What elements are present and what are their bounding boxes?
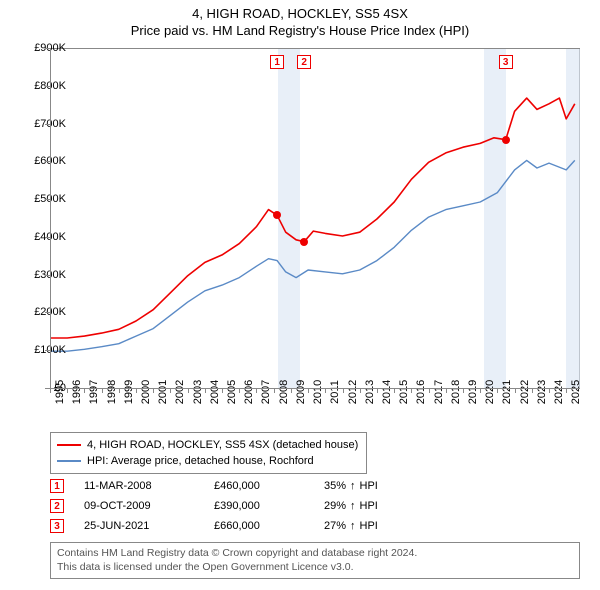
y-axis-line xyxy=(50,48,51,388)
x-tick-label: 2007 xyxy=(260,380,272,404)
chart-plot-area: 12 3 xyxy=(50,48,580,388)
sale-delta-pct: 35% xyxy=(324,480,346,492)
sale-date: 25-JUN-2021 xyxy=(84,520,214,532)
x-tick-label: 2009 xyxy=(295,380,307,404)
sale-marker-on-chart: 3 xyxy=(499,55,513,69)
legend-swatch xyxy=(57,444,81,446)
chart-lines-svg xyxy=(50,49,580,389)
y-tick-label: £300K xyxy=(22,269,66,281)
x-axis-line xyxy=(50,388,580,389)
x-tick-label: 2006 xyxy=(243,380,255,404)
footnote-box: Contains HM Land Registry data © Crown c… xyxy=(50,542,580,579)
x-tick-label: 2019 xyxy=(467,380,479,404)
table-row: 2 09-OCT-2009 £390,000 29% ↑ HPI xyxy=(50,496,444,516)
x-tick-label: 2010 xyxy=(312,380,324,404)
chart-title-subtitle: Price paid vs. HM Land Registry's House … xyxy=(0,23,600,38)
x-tick-label: 2021 xyxy=(501,380,513,404)
sale-delta-tag: HPI xyxy=(360,500,378,512)
arrow-up-icon: ↑ xyxy=(350,480,356,492)
sale-price: £460,000 xyxy=(214,480,324,492)
table-row: 3 25-JUN-2021 £660,000 27% ↑ HPI xyxy=(50,516,444,536)
sale-delta-tag: HPI xyxy=(360,520,378,532)
sale-marker-on-chart: 1 xyxy=(270,55,284,69)
y-tick-label: £500K xyxy=(22,193,66,205)
x-tick-label: 1995 xyxy=(54,380,66,404)
x-tick-label: 2018 xyxy=(450,380,462,404)
sale-delta: 35% ↑ HPI xyxy=(324,480,444,492)
x-tick-label: 2008 xyxy=(278,380,290,404)
x-tick-label: 2003 xyxy=(192,380,204,404)
x-tick-label: 2011 xyxy=(329,380,341,404)
x-tick-label: 2022 xyxy=(519,380,531,404)
y-tick-label: £100K xyxy=(22,344,66,356)
x-tick-label: 2017 xyxy=(433,380,445,404)
sale-marker-icon: 2 xyxy=(50,499,64,513)
sale-date: 11-MAR-2008 xyxy=(84,480,214,492)
x-tick-label: 2005 xyxy=(226,380,238,404)
x-tick-label: 2023 xyxy=(536,380,548,404)
legend-swatch xyxy=(57,460,81,462)
sale-dot xyxy=(502,136,510,144)
x-tick-label: 2020 xyxy=(484,380,496,404)
x-tick-label: 2014 xyxy=(381,380,393,404)
sale-delta: 29% ↑ HPI xyxy=(324,500,444,512)
y-tick-label: £800K xyxy=(22,80,66,92)
legend-box: 4, HIGH ROAD, HOCKLEY, SS5 4SX (detached… xyxy=(50,432,367,474)
sale-delta-pct: 29% xyxy=(324,500,346,512)
x-tick-label: 1999 xyxy=(123,380,135,404)
x-tick-label: 2015 xyxy=(398,380,410,404)
title-block: 4, HIGH ROAD, HOCKLEY, SS5 4SX Price pai… xyxy=(0,0,600,38)
x-tick-label: 2004 xyxy=(209,380,221,404)
chart-title-address: 4, HIGH ROAD, HOCKLEY, SS5 4SX xyxy=(0,6,600,21)
sale-delta: 27% ↑ HPI xyxy=(324,520,444,532)
x-tick-label: 1996 xyxy=(71,380,83,404)
chart-container: 4, HIGH ROAD, HOCKLEY, SS5 4SX Price pai… xyxy=(0,0,600,590)
series-line xyxy=(50,98,575,338)
sale-marker-on-chart: 2 xyxy=(297,55,311,69)
legend-item: 4, HIGH ROAD, HOCKLEY, SS5 4SX (detached… xyxy=(57,437,358,453)
footnote-line: This data is licensed under the Open Gov… xyxy=(57,561,573,575)
series-line xyxy=(50,160,575,351)
sale-delta-tag: HPI xyxy=(360,480,378,492)
sale-marker-icon: 3 xyxy=(50,519,64,533)
legend-label: 4, HIGH ROAD, HOCKLEY, SS5 4SX (detached… xyxy=(87,439,358,451)
x-tick-label: 2013 xyxy=(364,380,376,404)
arrow-up-icon: ↑ xyxy=(350,520,356,532)
legend-label: HPI: Average price, detached house, Roch… xyxy=(87,455,314,467)
sale-price: £390,000 xyxy=(214,500,324,512)
x-tick-label: 2001 xyxy=(157,380,169,404)
y-tick-label: £700K xyxy=(22,118,66,130)
x-tick-label: 1997 xyxy=(88,380,100,404)
y-tick-label: £600K xyxy=(22,155,66,167)
table-row: 1 11-MAR-2008 £460,000 35% ↑ HPI xyxy=(50,476,444,496)
x-tick-label: 2012 xyxy=(347,380,359,404)
legend-item: HPI: Average price, detached house, Roch… xyxy=(57,453,358,469)
y-tick-label: £200K xyxy=(22,306,66,318)
arrow-up-icon: ↑ xyxy=(350,500,356,512)
sale-delta-pct: 27% xyxy=(324,520,346,532)
y-tick-label: £400K xyxy=(22,231,66,243)
y-tick-label: £900K xyxy=(22,42,66,54)
footnote-line: Contains HM Land Registry data © Crown c… xyxy=(57,547,573,561)
x-tick-label: 2002 xyxy=(174,380,186,404)
x-tick-label: 1998 xyxy=(106,380,118,404)
x-tick-label: 2016 xyxy=(415,380,427,404)
sale-dot xyxy=(300,238,308,246)
sale-date: 09-OCT-2009 xyxy=(84,500,214,512)
x-tick-label: 2025 xyxy=(570,380,582,404)
sale-dot xyxy=(273,211,281,219)
sales-table: 1 11-MAR-2008 £460,000 35% ↑ HPI 2 09-OC… xyxy=(50,476,444,536)
sale-marker-icon: 1 xyxy=(50,479,64,493)
x-tick-label: 2024 xyxy=(553,380,565,404)
x-tick-label: 2000 xyxy=(140,380,152,404)
sale-price: £660,000 xyxy=(214,520,324,532)
